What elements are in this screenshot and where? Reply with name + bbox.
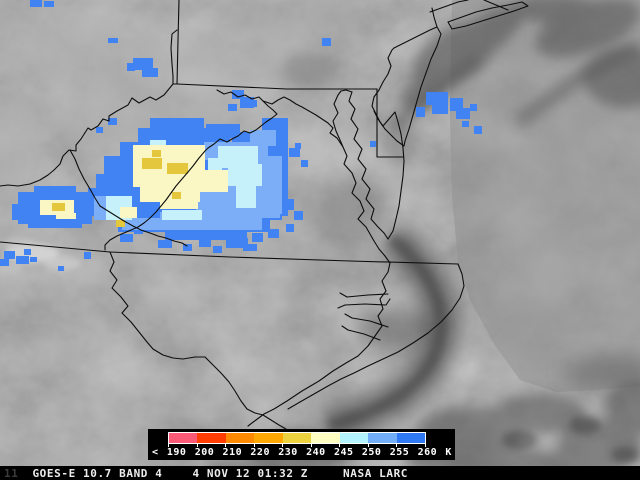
coast-long-island: [429, 0, 529, 30]
coast-nc-sounds: [337, 292, 391, 341]
coast-nc-mainland: [247, 255, 391, 427]
legend-segment: [254, 433, 283, 443]
legend-tick-label: 250: [361, 446, 382, 458]
legend-tick-label: <: [152, 446, 159, 458]
legend-segment: [311, 433, 340, 443]
timestamp-label: 4 NOV 12 01:32 Z: [192, 466, 309, 480]
cold-cloud-overlay: [0, 0, 482, 271]
status-bar: 11 GOES-E 10.7 BAND 4 4 NOV 12 01:32 Z N…: [0, 466, 640, 480]
legend-tick: [310, 443, 312, 447]
legend-tick-label: 240: [306, 446, 326, 458]
legend-tick: [225, 443, 227, 447]
legend-tick-label: 200: [194, 446, 215, 458]
legend-segment: [225, 433, 255, 443]
legend-tick-label: 245: [333, 446, 354, 458]
legend-tick-label: 210: [222, 446, 243, 458]
coast-chesapeake-west: [332, 89, 386, 257]
satellite-map-canvas: [0, 0, 640, 466]
border-nc-sc: [109, 251, 287, 430]
temperature-legend: <190 200 210 220 230 240 245 250 255 260 K: [148, 429, 455, 460]
legend-segment: [368, 433, 397, 443]
border-md-de: [376, 88, 404, 158]
legend-tick: [253, 443, 255, 447]
legend-tick: [196, 443, 198, 447]
legend-tick: [396, 443, 398, 447]
coast-delmarva: [348, 91, 405, 240]
legend-labels: <190 200 210 220 230 240 245 250 255 260 K: [152, 446, 452, 458]
legend-segment: [169, 433, 198, 443]
border-wv-va: [104, 100, 278, 251]
legend-segment: [339, 433, 369, 443]
legend-tick-label: 190: [166, 446, 187, 458]
legend-segment: [396, 433, 425, 443]
legend-tick-label: 220: [250, 446, 270, 458]
legend-tick-label: K: [445, 446, 452, 458]
legend-segment: [282, 433, 312, 443]
border-ky-va: [99, 205, 188, 247]
border-wv-ky: [69, 149, 101, 207]
legend-tick-label: 230: [278, 446, 298, 458]
border-potomac: [216, 89, 344, 148]
coast-nj-east: [393, 26, 442, 147]
legend-segment: [197, 433, 226, 443]
legend-tick: [339, 443, 341, 447]
state-borders: [0, 0, 459, 430]
border-ohio-river: [0, 83, 174, 187]
border-mason-dixon: [172, 83, 378, 90]
gray-cloud-shading: [0, 0, 640, 466]
satellite-map: [0, 0, 640, 466]
coast-outer-banks: [287, 263, 465, 410]
border-ky-tn-va-nc: [0, 241, 459, 265]
legend-tick-label: 260: [417, 446, 438, 458]
border-pa-oh: [170, 0, 180, 85]
legend-tick-label: 255: [389, 446, 410, 458]
legend-tick: [168, 443, 169, 447]
legend-tick: [367, 443, 369, 447]
legend-tick: [282, 443, 284, 447]
legend-tick: [425, 443, 426, 447]
source-label: NASA LARC: [343, 466, 409, 480]
coastlines: [247, 0, 529, 427]
legend-colorbar: [168, 432, 426, 444]
satellite-band-label: GOES-E 10.7 BAND 4: [32, 466, 163, 480]
frame-number: 11: [4, 466, 19, 480]
coast-nj-west: [371, 47, 405, 147]
